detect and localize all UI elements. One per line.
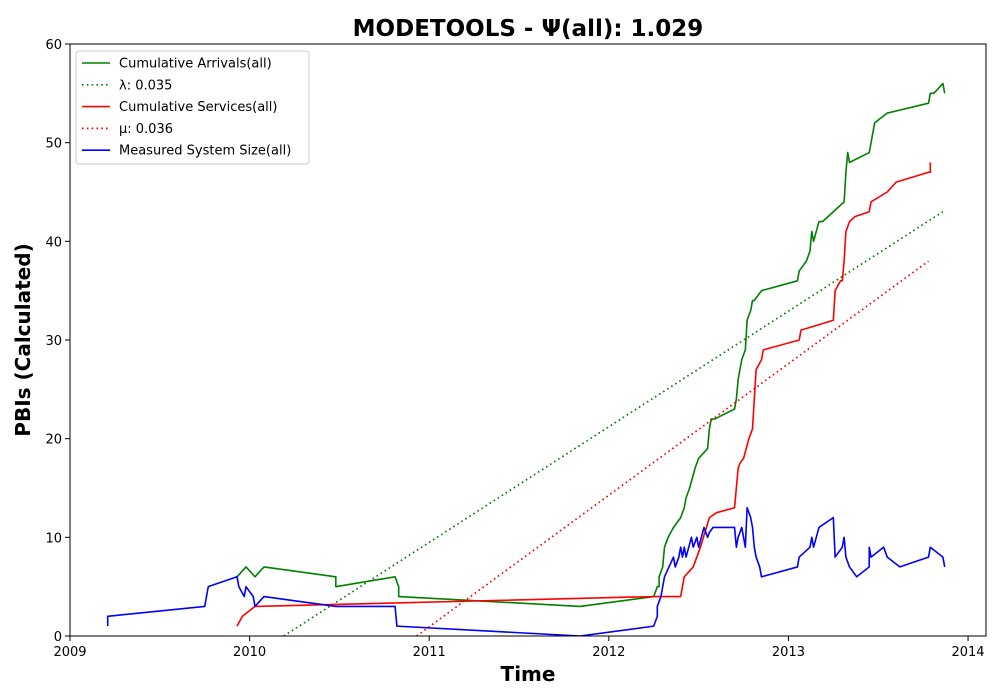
legend-label-2: Cumulative Services(all) (119, 100, 277, 115)
y-tick-label: 10 (45, 531, 62, 546)
series-line-0 (236, 82, 946, 608)
series-line-1 (283, 211, 944, 636)
series-layer (106, 82, 946, 636)
x-axis-label: Time (501, 662, 556, 686)
y-tick-label: 20 (45, 433, 62, 448)
x-tick-label: 2014 (951, 645, 984, 660)
y-tick-label: 50 (45, 137, 62, 152)
x-tick-label: 2011 (413, 645, 446, 660)
axes-layer: 2009 2010 2011 2012 2013 2014 0 10 20 30 40 50 60 (45, 38, 987, 660)
chart-title: MODETOOLS - Ψ(all): 1.029 (353, 16, 704, 42)
legend: Cumulative Arrivals(all) λ: 0.035 Cumulati… (75, 50, 310, 165)
legend-label-0: Cumulative Arrivals(all) (119, 57, 272, 72)
y-tick-label: 0 (54, 630, 62, 645)
y-tick-label: 40 (45, 235, 62, 250)
legend-box (75, 50, 310, 165)
x-tick-label: 2012 (592, 645, 625, 660)
y-axis-label: PBIs (Calculated) (11, 243, 35, 436)
legend-label-4: Measured System Size(all) (119, 144, 291, 159)
x-tick-label: 2013 (772, 645, 805, 660)
x-tick-label: 2009 (53, 645, 86, 660)
legend-label-1: λ: 0.035 (119, 78, 172, 93)
y-tick-label: 30 (45, 334, 62, 349)
y-tick-label: 60 (45, 38, 62, 53)
legend-label-3: μ: 0.036 (119, 122, 173, 137)
series-line-4 (106, 506, 946, 636)
series-line-3 (416, 260, 930, 636)
x-tick-label: 2010 (233, 645, 266, 660)
series-line-2 (236, 162, 932, 627)
